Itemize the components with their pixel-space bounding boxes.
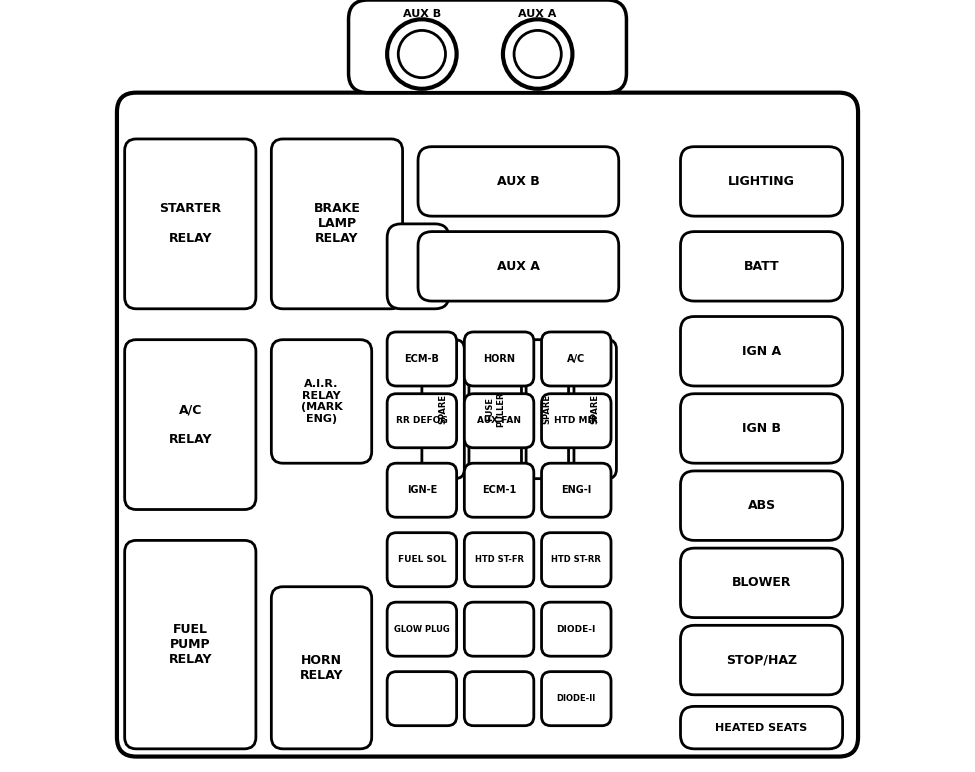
FancyBboxPatch shape [387, 672, 456, 726]
Text: SPARE: SPARE [543, 394, 552, 424]
Text: HORN: HORN [483, 354, 515, 364]
FancyBboxPatch shape [541, 332, 611, 386]
FancyBboxPatch shape [387, 394, 456, 448]
Text: FUSE
PULLER: FUSE PULLER [486, 391, 505, 427]
FancyBboxPatch shape [681, 147, 842, 216]
FancyBboxPatch shape [469, 340, 522, 479]
Text: AUX FAN: AUX FAN [477, 416, 521, 425]
Text: HEATED SEATS: HEATED SEATS [716, 723, 807, 733]
FancyBboxPatch shape [418, 147, 619, 216]
Text: ECM-1: ECM-1 [482, 486, 516, 495]
FancyBboxPatch shape [464, 463, 534, 517]
FancyBboxPatch shape [681, 471, 842, 540]
Text: ENG-I: ENG-I [562, 486, 592, 495]
FancyBboxPatch shape [418, 232, 619, 301]
FancyBboxPatch shape [464, 672, 534, 726]
Text: SPARE: SPARE [591, 394, 600, 424]
FancyBboxPatch shape [271, 340, 371, 463]
FancyBboxPatch shape [125, 340, 255, 510]
Text: A/C

RELAY: A/C RELAY [169, 403, 212, 446]
FancyBboxPatch shape [387, 533, 456, 587]
Text: ECM-B: ECM-B [405, 354, 440, 364]
Text: AUX A: AUX A [519, 9, 557, 19]
Text: STOP/HAZ: STOP/HAZ [726, 654, 798, 666]
Circle shape [503, 19, 572, 89]
FancyBboxPatch shape [541, 463, 611, 517]
Text: IGN A: IGN A [742, 345, 781, 357]
FancyBboxPatch shape [464, 602, 534, 656]
FancyBboxPatch shape [541, 672, 611, 726]
FancyBboxPatch shape [125, 540, 255, 749]
FancyBboxPatch shape [541, 602, 611, 656]
FancyBboxPatch shape [574, 340, 616, 479]
Text: GLOW PLUG: GLOW PLUG [394, 625, 449, 634]
FancyBboxPatch shape [681, 625, 842, 695]
Text: DIODE-II: DIODE-II [557, 694, 596, 703]
Text: A/C: A/C [567, 354, 585, 364]
Text: STARTER

RELAY: STARTER RELAY [159, 202, 221, 245]
Circle shape [514, 30, 562, 78]
FancyBboxPatch shape [464, 332, 534, 386]
Text: IGN B: IGN B [742, 422, 781, 435]
FancyBboxPatch shape [117, 93, 858, 757]
FancyBboxPatch shape [125, 139, 255, 309]
FancyBboxPatch shape [271, 139, 403, 309]
Text: AUX A: AUX A [497, 260, 540, 273]
FancyBboxPatch shape [681, 394, 842, 463]
Text: HTD ST-RR: HTD ST-RR [551, 555, 602, 564]
Circle shape [398, 30, 446, 78]
FancyBboxPatch shape [387, 332, 456, 386]
Text: FUEL SOL: FUEL SOL [398, 555, 447, 564]
Text: AUX B: AUX B [403, 9, 441, 19]
Text: BRAKE
LAMP
RELAY: BRAKE LAMP RELAY [314, 202, 361, 245]
FancyBboxPatch shape [387, 463, 456, 517]
Text: FUEL
PUMP
RELAY: FUEL PUMP RELAY [169, 623, 212, 666]
FancyBboxPatch shape [387, 602, 456, 656]
FancyBboxPatch shape [464, 394, 534, 448]
Text: RR DEFOG: RR DEFOG [396, 416, 448, 425]
Text: HTD ST-FR: HTD ST-FR [475, 555, 524, 564]
Text: BATT: BATT [744, 260, 779, 273]
FancyBboxPatch shape [422, 340, 464, 479]
Text: ABS: ABS [748, 499, 776, 512]
Text: IGN-E: IGN-E [407, 486, 437, 495]
Text: HORN
RELAY: HORN RELAY [299, 654, 343, 682]
FancyBboxPatch shape [681, 706, 842, 749]
FancyBboxPatch shape [681, 548, 842, 618]
FancyBboxPatch shape [464, 533, 534, 587]
Text: BLOWER: BLOWER [732, 577, 792, 589]
FancyBboxPatch shape [681, 232, 842, 301]
Text: SPARE: SPARE [439, 394, 448, 424]
FancyBboxPatch shape [541, 394, 611, 448]
Text: HTD MIR: HTD MIR [555, 416, 598, 425]
FancyBboxPatch shape [271, 587, 371, 749]
FancyBboxPatch shape [681, 317, 842, 386]
FancyBboxPatch shape [541, 533, 611, 587]
Text: DIODE-I: DIODE-I [557, 625, 596, 634]
FancyBboxPatch shape [348, 0, 627, 93]
Text: LIGHTING: LIGHTING [728, 175, 795, 188]
Circle shape [387, 19, 456, 89]
FancyBboxPatch shape [387, 224, 449, 309]
FancyBboxPatch shape [526, 340, 568, 479]
Text: AUX B: AUX B [497, 175, 540, 188]
Text: A.I.R.
RELAY
(MARK
ENG): A.I.R. RELAY (MARK ENG) [300, 379, 342, 424]
